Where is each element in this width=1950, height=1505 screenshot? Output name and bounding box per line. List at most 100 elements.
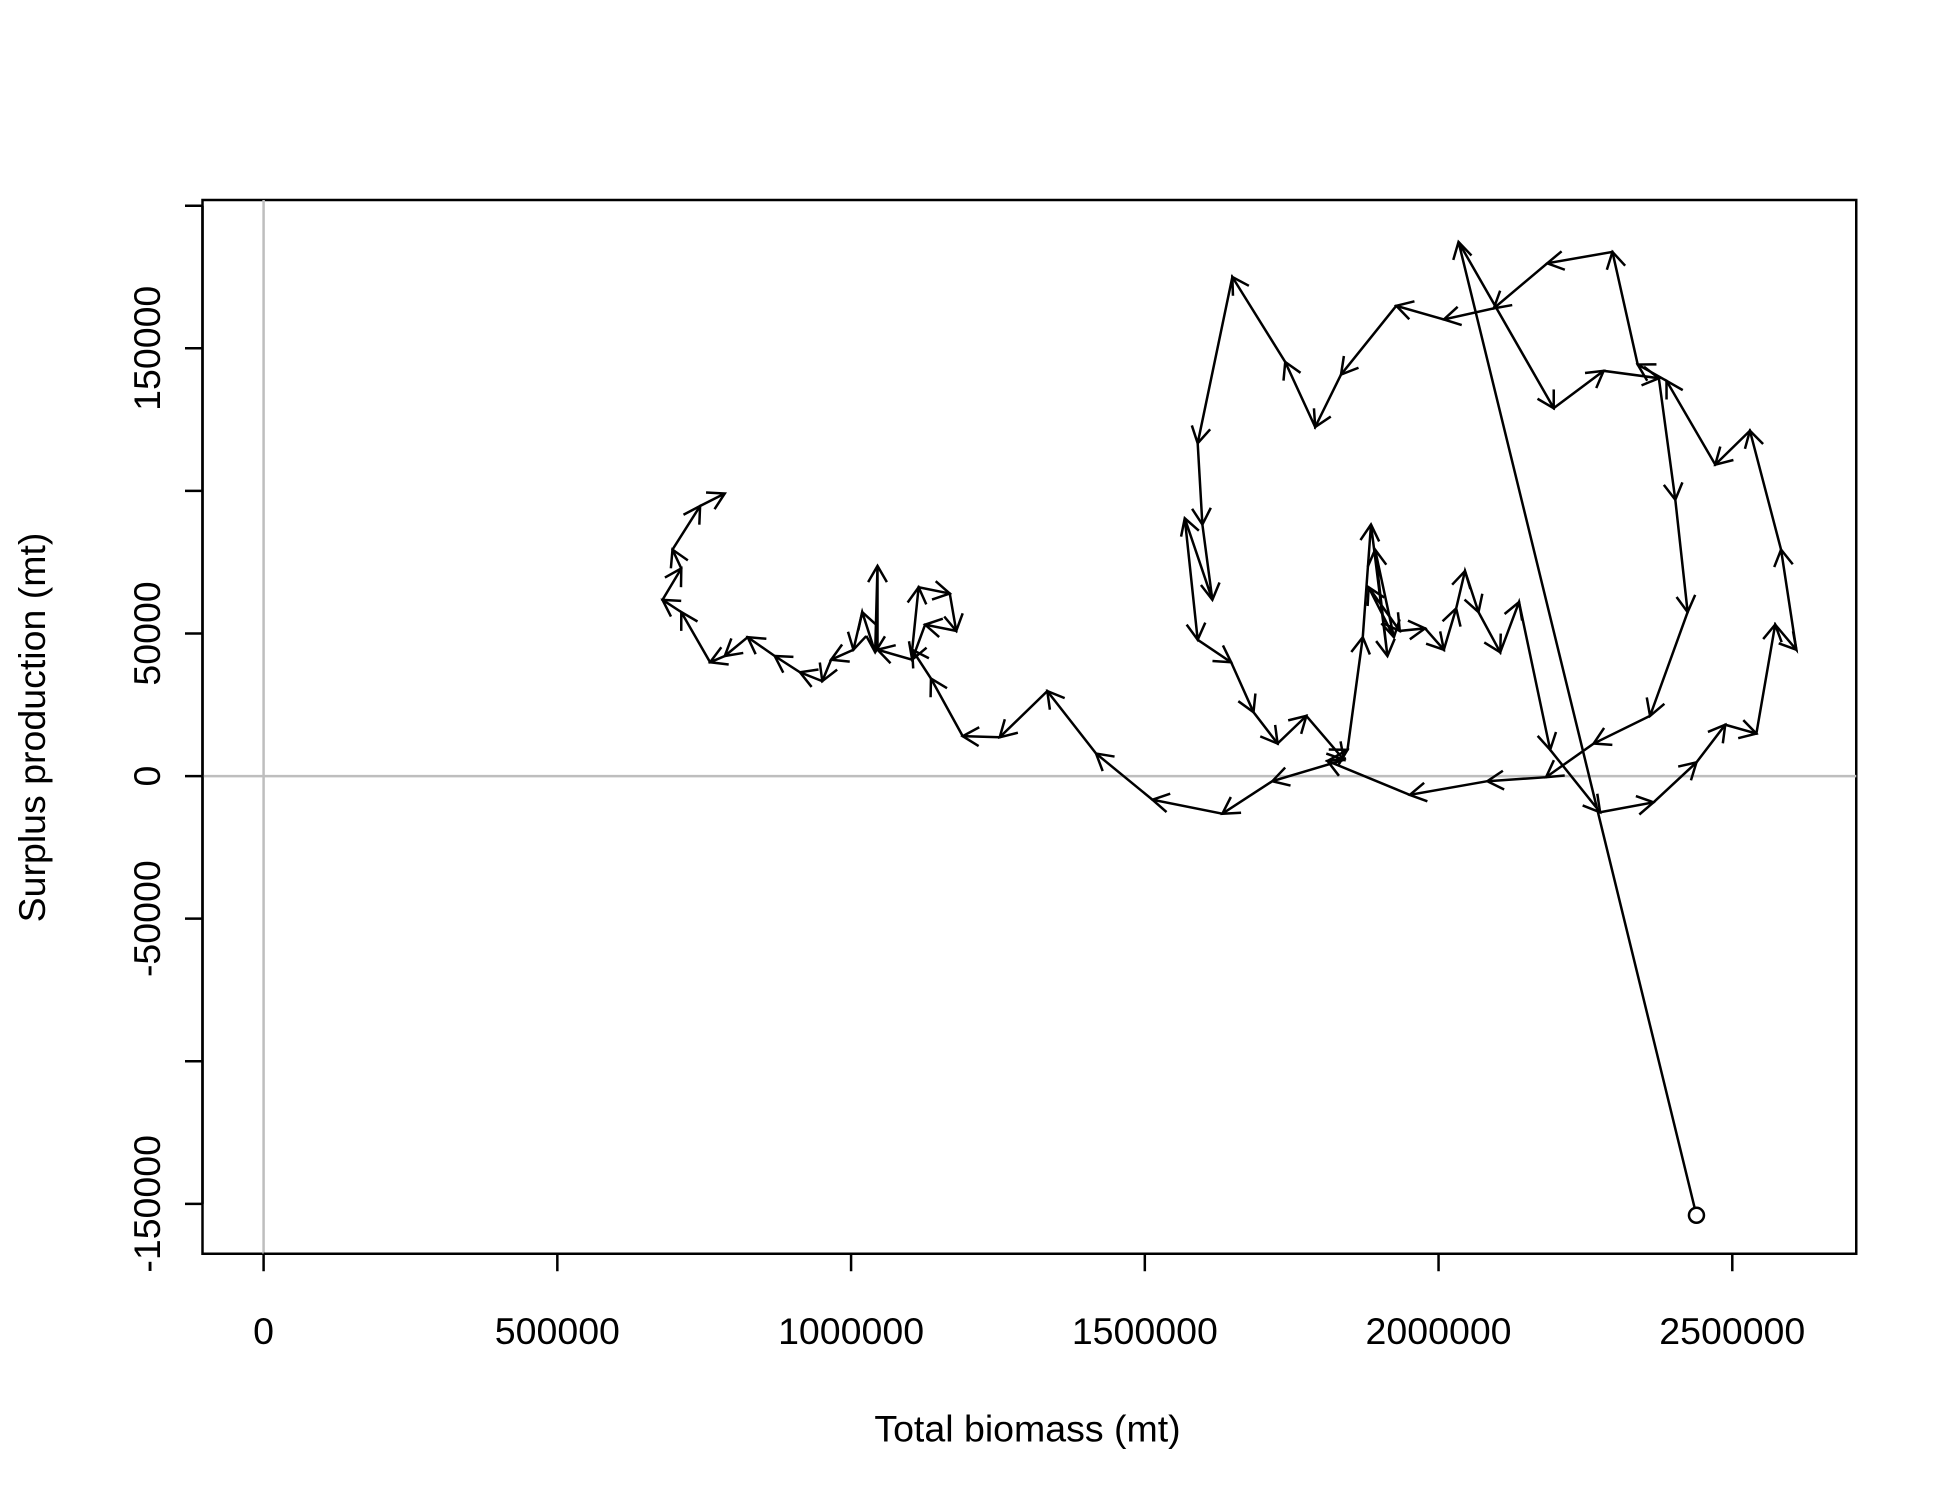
arrow-head (1339, 355, 1359, 377)
arrow-head (1094, 751, 1115, 772)
arrow-head (1407, 619, 1428, 641)
arrow-head (1220, 796, 1242, 816)
arrow-head (1282, 359, 1302, 381)
arrow-head (705, 491, 727, 510)
arrow-head (1441, 605, 1462, 627)
y-tick-label: 0 (126, 766, 168, 787)
arrow-head (960, 726, 980, 748)
arrow-head (1382, 612, 1402, 633)
arrow-head (1366, 585, 1386, 607)
start-point (1687, 1206, 1706, 1225)
x-tick-label: 1000000 (778, 1310, 924, 1352)
arrow-head (1707, 722, 1727, 744)
x-tick-label: 500000 (495, 1310, 620, 1352)
arrow-head (772, 654, 794, 674)
arrow-head (1635, 363, 1657, 382)
arrow-head (1366, 547, 1388, 568)
arrow-head (1544, 250, 1566, 271)
arrow-head (910, 647, 930, 669)
arrow-head (1743, 428, 1764, 450)
trajectory (660, 241, 1799, 1216)
arrow-head (664, 566, 683, 588)
arrow-head (943, 612, 964, 634)
arrow-head (1483, 633, 1503, 655)
arrow-head (846, 631, 868, 653)
arrow-head (1503, 599, 1524, 621)
arrow-head (1199, 582, 1221, 603)
arrow-head (745, 635, 767, 655)
arrow-head (1425, 631, 1446, 652)
arrow-head (1665, 378, 1684, 400)
arrow-head (857, 609, 877, 631)
arrow-head (660, 598, 682, 618)
arrow-head (1191, 507, 1212, 528)
arrow-head (1380, 618, 1401, 640)
arrow-head (1231, 274, 1250, 296)
arrow-head (867, 563, 888, 583)
y-tick-label: -50000 (126, 860, 168, 977)
arrow-head (1605, 249, 1627, 271)
y-tick-label: 50000 (126, 581, 168, 685)
arrow-head (1328, 748, 1350, 767)
arrow-head (707, 646, 729, 666)
arrow-head (1451, 568, 1472, 590)
arrow-head (1536, 389, 1556, 411)
arrow-head (828, 643, 850, 663)
y-axis-label: Surplus production (mt) (11, 533, 53, 923)
y-tick-label: 150000 (126, 286, 168, 411)
arrow-head (1591, 727, 1613, 747)
arrow-head (1212, 644, 1234, 664)
arrow-head (1312, 408, 1332, 430)
arrow-head (1635, 794, 1657, 816)
arrow-head (1375, 638, 1396, 659)
arrow-head (722, 638, 744, 658)
y-tick-label: -150000 (126, 1135, 168, 1273)
arrow-head (1762, 622, 1783, 643)
arrow-head (1149, 792, 1171, 814)
arrow-head (865, 635, 887, 655)
arrow-head (1359, 522, 1381, 542)
arrow-head (1773, 547, 1794, 568)
arrow-head (907, 641, 928, 663)
x-tick-label: 0 (253, 1310, 274, 1352)
arrow-head (669, 547, 689, 569)
arrow-head (1645, 697, 1666, 719)
arrow-head (1393, 300, 1415, 321)
arrow-head (922, 617, 944, 638)
arrow-head (906, 584, 928, 605)
arrow-head (1677, 760, 1699, 781)
arrow-head (1179, 515, 1200, 537)
arrow-head (1350, 634, 1372, 656)
arrow-head (797, 668, 819, 688)
arrow-head (929, 676, 948, 698)
arrow-head (1287, 714, 1309, 735)
arrow-head (997, 718, 1019, 740)
arrow-head (1491, 290, 1513, 310)
arrow-head (1259, 724, 1280, 746)
arrow-head (1441, 305, 1463, 327)
arrow-head (1452, 239, 1473, 261)
arrow-head (1045, 689, 1066, 710)
x-axis-label: Total biomass (mt) (874, 1407, 1180, 1449)
arrow-head (679, 609, 699, 631)
arrow-head (818, 662, 838, 684)
arrow-head (1737, 719, 1759, 740)
arrow-head (1185, 622, 1207, 643)
arrow-head (682, 503, 702, 525)
arrow-head (1269, 766, 1291, 787)
arrow-head (1407, 781, 1428, 803)
arrow-head (1325, 741, 1346, 762)
arrow-head (1778, 631, 1798, 652)
plot-frame (201, 198, 1858, 1255)
arrow-head (1713, 446, 1734, 467)
arrow-head (1536, 731, 1558, 753)
arrow-head (1484, 769, 1505, 791)
arrow-head (1544, 759, 1565, 779)
arrow-head (1582, 793, 1602, 815)
x-tick-label: 2500000 (1659, 1310, 1805, 1352)
arrow-head (1662, 481, 1684, 503)
arrow-head (1190, 425, 1212, 446)
arrow-head (1463, 593, 1484, 615)
x-tick-label: 2000000 (1366, 1310, 1512, 1352)
